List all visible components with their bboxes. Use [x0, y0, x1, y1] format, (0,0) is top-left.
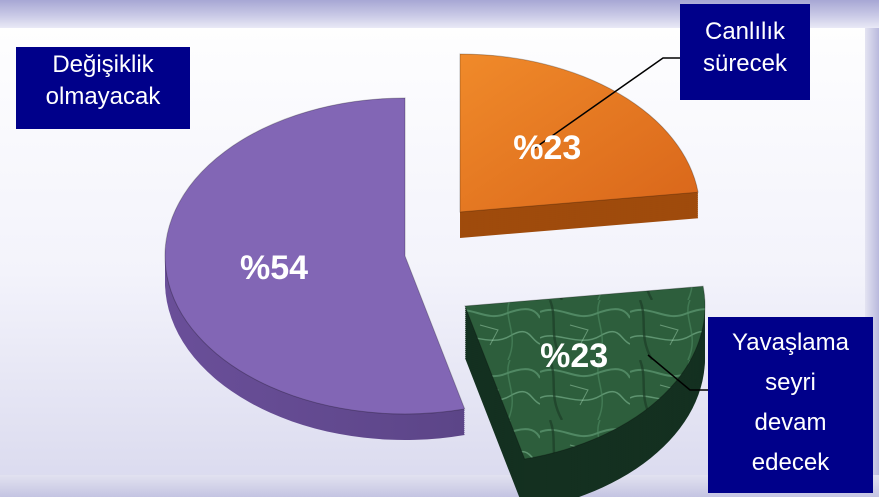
category-label-yavaslama: Yavaşlama seyri devam edecek: [708, 317, 873, 493]
pie-slice-degisiklik: [164, 97, 466, 440]
data-label-canlilik: %23: [513, 129, 581, 167]
category-label-yavaslama-line-1: Yavaşlama: [732, 329, 849, 356]
category-label-degisiklik-line-1: Değişiklik: [52, 51, 154, 78]
data-label-yavaslama: %23: [540, 337, 608, 375]
pie-slices: [164, 53, 706, 497]
category-label-yavaslama-line-2: seyri: [765, 369, 816, 396]
pie-slice-degisiklik-top: [164, 97, 466, 415]
category-label-degisiklik: Değişiklik olmayacak: [16, 47, 190, 129]
category-label-canlilik-line-1: Canlılık: [704, 18, 786, 45]
leader-lines: [531, 57, 708, 391]
slide-bottom-band: [0, 475, 879, 497]
pie-slice-canlilik-top: [459, 53, 699, 213]
pie-slice-canlilik: [459, 53, 699, 238]
category-label-yavaslama-line-3: devam: [754, 409, 827, 436]
category-label-canlilik: Canlılık sürecek: [680, 4, 810, 100]
category-label-degisiklik-line-2: olmayacak: [45, 83, 161, 110]
leader-line-yavaslama: [647, 354, 708, 391]
data-label-degisiklik: %54: [240, 249, 308, 287]
category-label-yavaslama-line-4: edecek: [751, 449, 830, 476]
data-labels: %54 %23 %23: [240, 129, 608, 375]
category-label-canlilik-line-2: sürecek: [702, 50, 788, 77]
pie-slice-yavaslama: [464, 285, 706, 497]
leader-line-canlilik: [531, 57, 680, 151]
pie-slice-yavaslama-top: [464, 285, 706, 460]
